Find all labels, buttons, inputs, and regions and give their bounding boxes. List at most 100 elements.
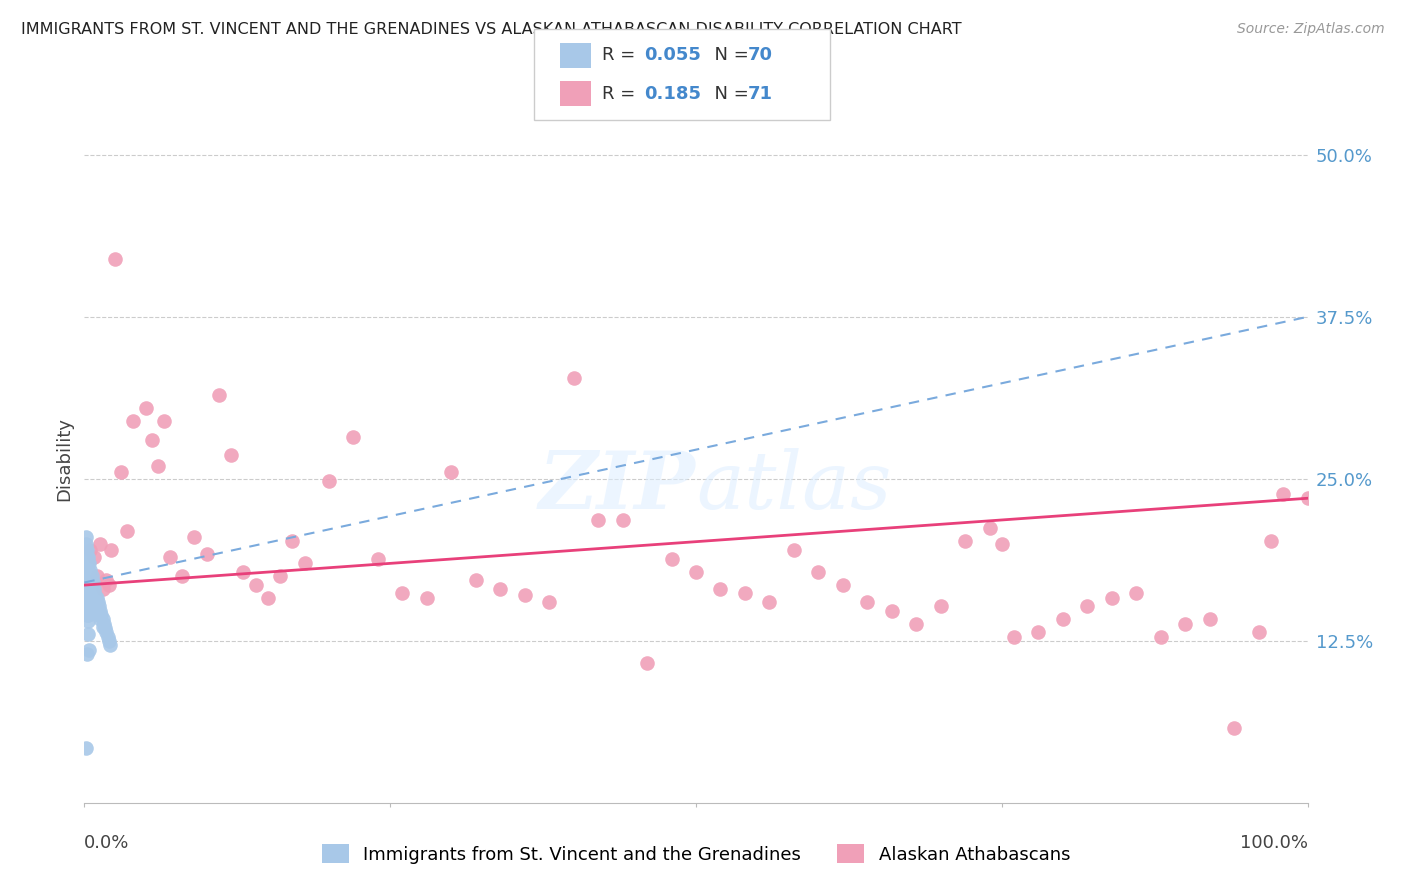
- Text: R =: R =: [602, 46, 641, 64]
- Point: [464, 573, 486, 587]
- Point: [1223, 721, 1246, 735]
- Point: [416, 591, 439, 605]
- Point: [367, 552, 389, 566]
- Point: [75, 741, 97, 756]
- Point: [905, 617, 928, 632]
- Point: [83, 599, 105, 613]
- Point: [83, 549, 105, 564]
- Point: [86, 569, 108, 583]
- Point: [76, 575, 98, 590]
- Point: [84, 598, 107, 612]
- Point: [97, 578, 120, 592]
- Point: [1174, 617, 1197, 632]
- Point: [76, 549, 98, 564]
- Point: [342, 430, 364, 444]
- Point: [91, 619, 114, 633]
- Point: [77, 589, 100, 603]
- Point: [685, 565, 707, 579]
- Point: [82, 601, 104, 615]
- Point: [83, 591, 105, 605]
- Point: [1272, 487, 1295, 501]
- Point: [79, 562, 101, 576]
- Point: [636, 656, 658, 670]
- Point: [75, 569, 97, 583]
- Point: [489, 582, 512, 596]
- Point: [538, 595, 561, 609]
- Point: [77, 584, 100, 599]
- Point: [269, 569, 291, 583]
- Point: [87, 595, 110, 609]
- Point: [82, 584, 104, 599]
- Point: [513, 589, 536, 603]
- Text: 0.0%: 0.0%: [84, 834, 129, 852]
- Point: [77, 615, 100, 629]
- Point: [1198, 612, 1220, 626]
- Point: [77, 595, 100, 609]
- Point: [758, 595, 780, 609]
- Point: [77, 627, 100, 641]
- Point: [294, 556, 316, 570]
- Point: [104, 252, 127, 266]
- Text: IMMIGRANTS FROM ST. VINCENT AND THE GRENADINES VS ALASKAN ATHABASCAN DISABILITY : IMMIGRANTS FROM ST. VINCENT AND THE GREN…: [21, 22, 962, 37]
- Point: [1260, 534, 1282, 549]
- Point: [953, 534, 976, 549]
- Point: [1052, 612, 1074, 626]
- Point: [880, 604, 903, 618]
- Point: [77, 601, 100, 615]
- Point: [75, 562, 97, 576]
- Point: [661, 552, 683, 566]
- Point: [77, 573, 100, 587]
- Text: N =: N =: [703, 85, 755, 103]
- Text: R =: R =: [602, 85, 641, 103]
- Point: [783, 543, 806, 558]
- Point: [83, 582, 105, 596]
- Point: [76, 556, 98, 570]
- Point: [75, 549, 97, 564]
- Point: [86, 591, 108, 605]
- Point: [80, 595, 103, 609]
- Point: [1125, 586, 1147, 600]
- Text: N =: N =: [703, 46, 755, 64]
- Point: [100, 543, 122, 558]
- Point: [86, 601, 108, 615]
- Point: [84, 589, 107, 603]
- Text: 71: 71: [748, 85, 773, 103]
- Point: [75, 543, 97, 558]
- Point: [87, 599, 110, 613]
- Point: [79, 572, 101, 586]
- Point: [1101, 591, 1123, 605]
- Point: [87, 607, 110, 622]
- Point: [77, 556, 100, 570]
- Point: [89, 604, 111, 618]
- Point: [245, 578, 267, 592]
- Point: [79, 581, 101, 595]
- Point: [77, 556, 100, 570]
- Point: [122, 413, 145, 427]
- Point: [77, 582, 100, 596]
- Point: [96, 624, 118, 639]
- Point: [94, 621, 117, 635]
- Point: [135, 401, 157, 415]
- Text: 100.0%: 100.0%: [1240, 834, 1308, 852]
- Point: [80, 586, 103, 600]
- Point: [195, 547, 218, 561]
- Point: [391, 586, 413, 600]
- Point: [929, 599, 952, 613]
- Point: [75, 530, 97, 544]
- Text: 0.055: 0.055: [644, 46, 700, 64]
- Point: [79, 601, 101, 615]
- Text: 70: 70: [748, 46, 773, 64]
- Point: [97, 633, 120, 648]
- Point: [991, 536, 1014, 550]
- Point: [807, 565, 830, 579]
- Point: [90, 607, 112, 622]
- Point: [76, 565, 98, 579]
- Point: [80, 569, 103, 583]
- Point: [709, 582, 731, 596]
- Point: [856, 595, 879, 609]
- Y-axis label: Disability: Disability: [55, 417, 73, 501]
- Text: ZIP: ZIP: [538, 448, 696, 525]
- Point: [76, 647, 98, 661]
- Point: [612, 513, 634, 527]
- Point: [1076, 599, 1098, 613]
